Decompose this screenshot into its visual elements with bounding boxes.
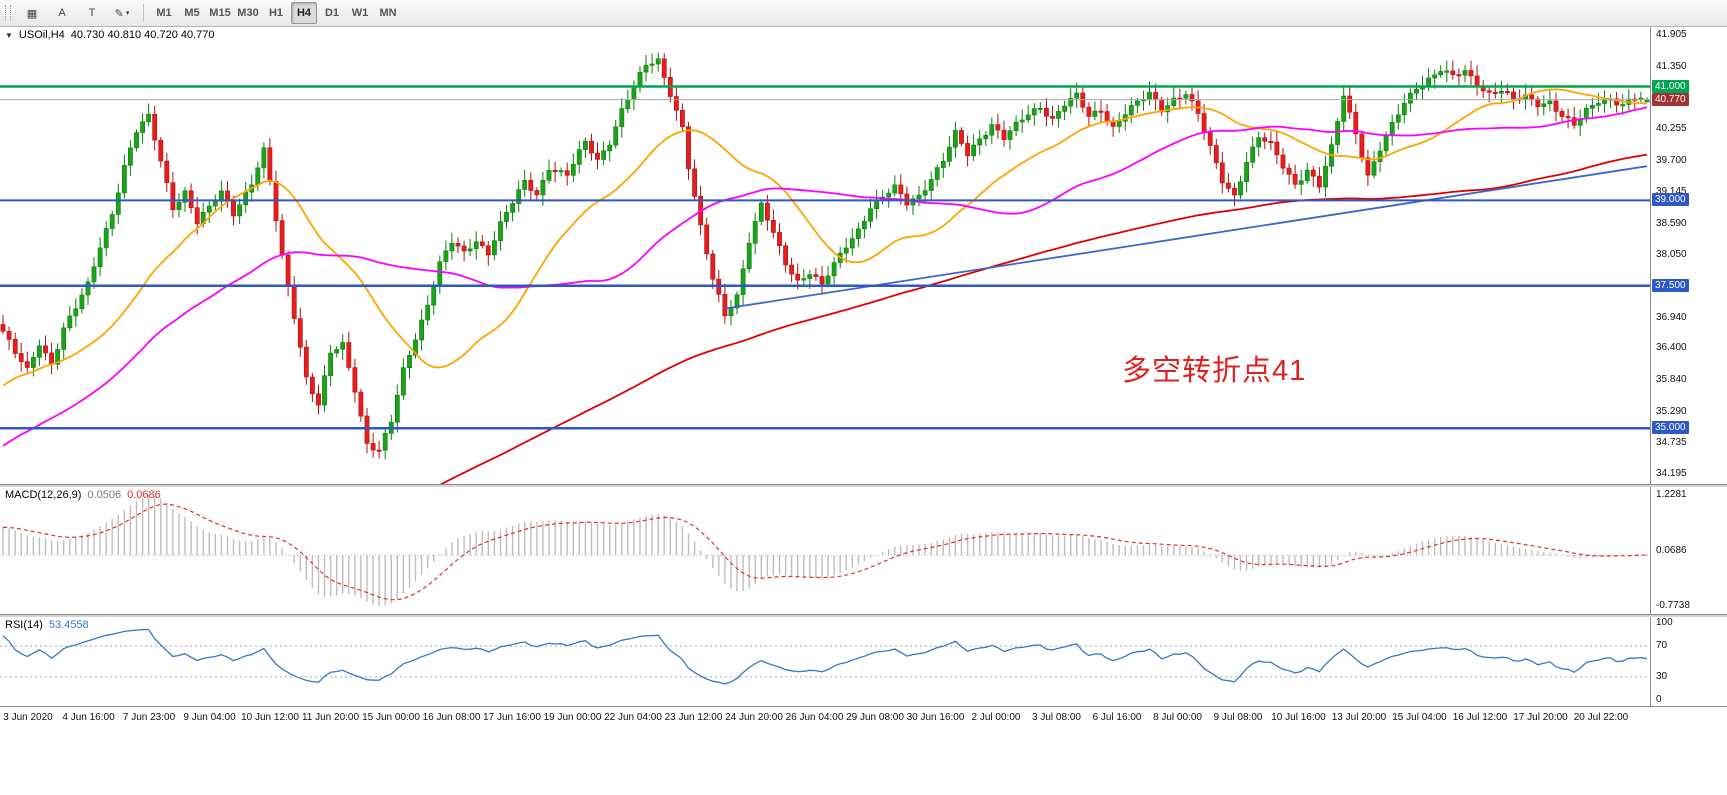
timeframe-button-mn[interactable]: MN	[379, 7, 397, 19]
text-box-tool-button[interactable]: T	[88, 7, 96, 19]
panel-splitter[interactable]	[0, 484, 1727, 487]
axis-label: 34.735	[1656, 437, 1687, 449]
axis-label: 35.290	[1656, 405, 1687, 417]
time-axis-label: 4 Jun 16:00	[62, 712, 115, 723]
rsi-label: RSI(14)	[5, 619, 43, 631]
timeframe-button-m30[interactable]: M30	[237, 7, 259, 19]
price-axis[interactable]: 41.90541.35040.80540.25539.70039.14538.5…	[1650, 27, 1727, 706]
toolbar: ▦ A T ✎ ▾ M1 M5 M15 M30 H1 H4 D1 W1 MN	[0, 0, 1727, 27]
timeframe-button-h1[interactable]: H1	[268, 7, 284, 19]
time-axis-label: 24 Jun 20:00	[725, 712, 783, 723]
time-axis-label: 15 Jul 04:00	[1392, 712, 1447, 723]
macd-panel[interactable]: MACD(12,26,9) 0.0506 0.0686	[0, 487, 1650, 614]
toolbar-drag-handle[interactable]	[5, 5, 11, 21]
axis-label: 41.905	[1656, 29, 1687, 40]
time-axis-label: 30 Jun 16:00	[906, 712, 965, 723]
time-axis-label: 10 Jun 12:00	[241, 712, 299, 723]
axis-label: 1.2281	[1656, 489, 1687, 500]
axis-label: 30	[1656, 670, 1668, 682]
axis-label: 0	[1656, 694, 1662, 705]
axis-label: 38.590	[1656, 217, 1687, 229]
axis-label: 41.350	[1656, 60, 1687, 72]
timeframe-button-h4[interactable]: H4	[291, 2, 317, 24]
hline-price-tag: 39.000	[1652, 193, 1689, 207]
rsi-panel[interactable]: RSI(14) 53.4558	[0, 617, 1650, 706]
macd-signal-value: 0.0686	[127, 489, 161, 501]
time-axis-label: 29 Jun 08:00	[846, 712, 904, 723]
time-axis-label: 23 Jun 12:00	[664, 712, 723, 723]
timeframe-button-m15[interactable]: M15	[209, 7, 231, 19]
axis-label: 40.255	[1656, 122, 1687, 134]
axis-label: 39.145	[1656, 186, 1687, 198]
hline-price-tag: 35.000	[1652, 421, 1689, 435]
macd-title: MACD(12,26,9) 0.0506 0.0686	[5, 489, 161, 501]
time-axis-label: 7 Jun 23:00	[122, 712, 176, 723]
symbol-marker-icon[interactable]: ▼	[5, 30, 13, 40]
time-axis-label: 10 Jul 16:00	[1271, 712, 1326, 723]
axis-label: 35.840	[1656, 374, 1687, 386]
axis-label: 39.700	[1656, 154, 1687, 166]
time-axis-label: 9 Jul 08:00	[1213, 712, 1263, 723]
text-label-tool-button[interactable]: A	[58, 7, 66, 19]
macd-main-value: 0.0506	[87, 489, 122, 501]
time-axis-label: 26 Jun 04:00	[785, 712, 844, 723]
price-chart-panel[interactable]: ▼ USOil,H4 40.730 40.810 40.720 40.770 多…	[0, 27, 1650, 484]
axis-label: -0.7738	[1656, 600, 1690, 611]
hline-price-tag: 37.500	[1652, 278, 1689, 292]
axis-label: 38.050	[1656, 248, 1687, 260]
time-axis-label: 3 Jun 2020	[3, 712, 53, 723]
axis-label: 34.195	[1656, 468, 1687, 479]
time-axis-label: 16 Jun 08:00	[422, 712, 481, 723]
axis-label: 0.0686	[1656, 545, 1687, 557]
time-axis-label: 2 Jul 00:00	[971, 712, 1021, 723]
timeframe-button-m5[interactable]: M5	[184, 7, 200, 19]
time-axis-label: 11 Jun 20:00	[301, 712, 360, 723]
timeframe-button-w1[interactable]: W1	[351, 7, 369, 19]
draw-style-tool-button[interactable]: ✎ ▾	[108, 2, 136, 24]
chevron-down-icon: ▾	[125, 10, 130, 17]
time-axis-label: 20 Jul 22:00	[1573, 712, 1629, 723]
time-axis-label: 16 Jul 12:00	[1452, 712, 1508, 723]
time-axis-label: 15 Jun 00:00	[362, 712, 420, 723]
chart-grid-tool-button[interactable]: ▦	[26, 7, 38, 20]
time-axis-label: 17 Jul 20:00	[1513, 712, 1568, 723]
macd-plot[interactable]	[0, 487, 1650, 614]
axis-label: 36.940	[1656, 311, 1687, 323]
time-axis-label: 3 Jul 08:00	[1032, 712, 1081, 723]
hline-price-tag: 41.000	[1652, 79, 1689, 93]
macd-label: MACD(12,26,9)	[5, 489, 82, 501]
rsi-plot[interactable]	[0, 617, 1650, 706]
current-price-tag: 40.770	[1652, 92, 1689, 106]
time-axis-label: 6 Jul 16:00	[1092, 712, 1142, 723]
time-axis-label: 22 Jun 04:00	[604, 712, 662, 723]
draw-style-icon: ✎	[114, 7, 124, 20]
axis-label: 100	[1656, 617, 1673, 628]
chart-title: ▼ USOil,H4 40.730 40.810 40.720 40.770	[5, 29, 215, 41]
rsi-value: 53.4558	[48, 619, 89, 631]
timeframe-button-group: M1 M5 M15 M30 H1 H4 D1 W1 MN	[150, 2, 402, 24]
toolbar-separator	[143, 4, 144, 22]
axis-label: 36.400	[1656, 342, 1687, 354]
time-axis-label: 19 Jun 00:00	[543, 712, 602, 723]
time-axis-label: 8 Jul 00:00	[1153, 712, 1202, 723]
time-axis-label: 13 Jul 20:00	[1331, 712, 1387, 723]
symbol-name: USOil,H4	[18, 29, 65, 41]
time-axis[interactable]: 3 Jun 2020 4 Jun 16:00 7 Jun 23:00 9 Jun 04…	[0, 706, 1727, 738]
timeframe-button-d1[interactable]: D1	[324, 7, 340, 19]
panel-splitter[interactable]	[0, 614, 1727, 617]
time-axis-label: 17 Jun 16:00	[483, 712, 541, 723]
time-axis-label: 9 Jun 04:00	[183, 712, 236, 723]
rsi-title: RSI(14) 53.4558	[5, 619, 89, 631]
ohlc-values: 40.730 40.810 40.720 40.770	[70, 29, 215, 41]
timeframe-button-m1[interactable]: M1	[156, 7, 172, 19]
axis-label: 70	[1656, 640, 1668, 652]
annotation-text: 多空转折点41	[1122, 355, 1307, 387]
candlestick-plot[interactable]	[0, 27, 1650, 484]
